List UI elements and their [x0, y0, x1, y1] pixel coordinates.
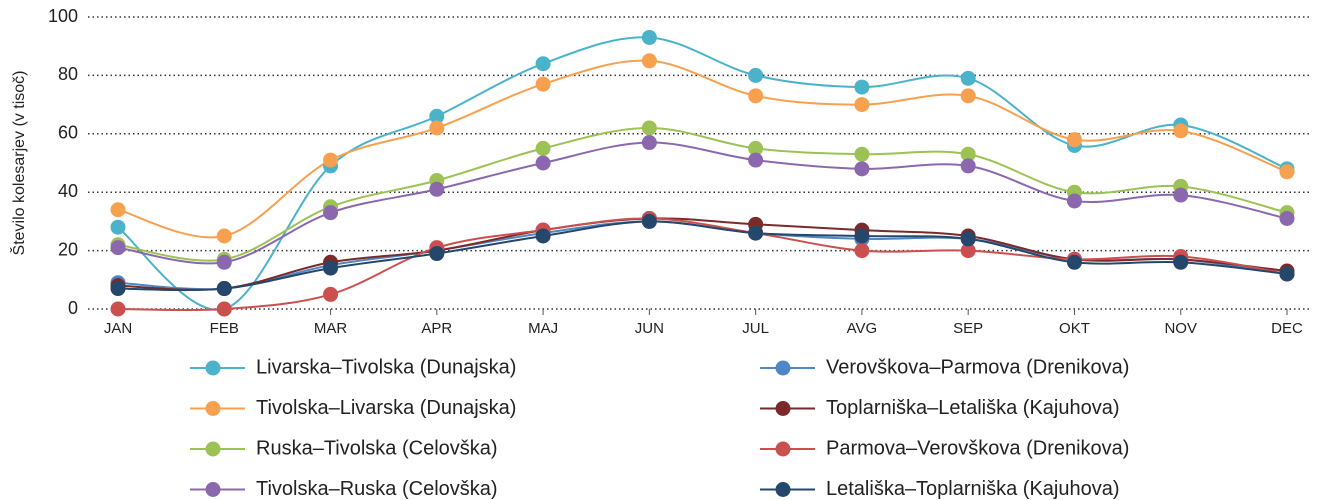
series-line: [117, 126, 1288, 262]
data-point: [748, 88, 764, 104]
data-point: [854, 79, 870, 95]
data-point: [323, 286, 339, 302]
data-point: [641, 120, 657, 136]
x-tick-label: MAR: [314, 320, 348, 337]
data-point: [1173, 254, 1189, 270]
legend-marker: [775, 360, 791, 376]
legend-label: Tivolska–Livarska (Dunajska): [256, 397, 516, 419]
data-point: [216, 228, 232, 244]
data-point: [216, 254, 232, 270]
legend-label: Parmova–Verovškova (Drenikova): [826, 437, 1129, 459]
data-point: [1279, 210, 1295, 226]
data-point: [748, 67, 764, 83]
data-point: [110, 219, 126, 235]
legend-label: Ruska–Tivolska (Celovška): [256, 437, 498, 459]
legend-label: Tivolska–Ruska (Celovška): [256, 478, 498, 500]
legend-label: Livarska–Tivolska (Dunajska): [256, 356, 516, 378]
y-tick-label: 60: [58, 123, 78, 143]
data-point: [854, 228, 870, 244]
x-tick-label: AVG: [847, 320, 878, 337]
data-point: [1173, 123, 1189, 139]
x-tick-label: JUL: [742, 320, 769, 337]
y-tick-label: 80: [58, 64, 78, 84]
x-tick-label: SEP: [953, 320, 983, 337]
legend-marker: [775, 401, 791, 416]
series-line: [117, 59, 1288, 239]
data-point: [110, 202, 126, 218]
series-line: [117, 217, 1288, 291]
legend-label: Letališka–Toplarniška (Kajuhova): [826, 478, 1120, 500]
data-point: [535, 76, 551, 92]
data-point: [641, 29, 657, 45]
x-tick-label: OKT: [1059, 320, 1090, 337]
data-point: [535, 140, 551, 156]
data-point: [1066, 254, 1082, 270]
data-point: [960, 243, 976, 259]
data-point: [110, 281, 126, 297]
x-tick-label: JUN: [635, 320, 664, 337]
data-point: [641, 135, 657, 151]
x-tick-label: NOV: [1164, 320, 1197, 337]
data-point: [960, 146, 976, 162]
legend-marker: [205, 441, 221, 457]
data-point: [854, 97, 870, 113]
legend-marker: [205, 360, 221, 376]
data-point: [748, 152, 764, 168]
data-point: [429, 120, 445, 136]
data-point: [960, 231, 976, 247]
data-point: [1066, 193, 1082, 209]
legend-marker: [775, 441, 791, 457]
data-point: [535, 155, 551, 171]
data-point: [960, 88, 976, 104]
data-point: [429, 246, 445, 262]
data-point: [641, 213, 657, 229]
x-tick-label: FEB: [210, 320, 239, 337]
data-point: [429, 181, 445, 197]
y-axis-label: Število kolesarjev (v tisoč): [9, 71, 28, 256]
data-point: [535, 228, 551, 244]
data-point: [110, 240, 126, 256]
data-point: [323, 260, 339, 276]
legend-marker: [775, 482, 791, 497]
data-point: [1066, 132, 1082, 148]
data-point: [110, 301, 126, 317]
data-point: [216, 301, 232, 317]
data-point: [1279, 266, 1295, 282]
legend-marker: [205, 401, 221, 416]
data-point: [748, 140, 764, 156]
data-point: [748, 225, 764, 241]
series-line: [117, 36, 1288, 311]
series-line: [117, 141, 1288, 265]
x-tick-label: JAN: [104, 320, 132, 337]
data-point: [960, 158, 976, 174]
data-point: [960, 70, 976, 86]
x-tick-label: DEC: [1271, 320, 1303, 337]
series-line: [117, 217, 1288, 312]
data-point: [323, 152, 339, 168]
y-tick-label: 100: [48, 6, 78, 26]
data-point: [429, 108, 445, 124]
data-point: [1279, 164, 1295, 180]
data-point: [216, 281, 232, 297]
data-point: [1173, 187, 1189, 203]
data-point: [854, 146, 870, 162]
series-line: [117, 220, 1288, 292]
data-point: [323, 205, 339, 221]
y-tick-label: 0: [68, 298, 78, 318]
x-tick-label: APR: [421, 320, 452, 337]
y-tick-label: 40: [58, 181, 78, 201]
legend-label: Verovškova–Parmova (Drenikova): [826, 356, 1129, 378]
data-point: [854, 161, 870, 177]
y-tick-label: 20: [58, 239, 78, 259]
x-tick-label: MAJ: [528, 320, 558, 337]
data-point: [641, 53, 657, 69]
data-point: [535, 56, 551, 72]
data-point: [854, 243, 870, 259]
legend-label: Toplarniška–Letališka (Kajuhova): [826, 397, 1120, 419]
legend-marker: [205, 482, 221, 497]
